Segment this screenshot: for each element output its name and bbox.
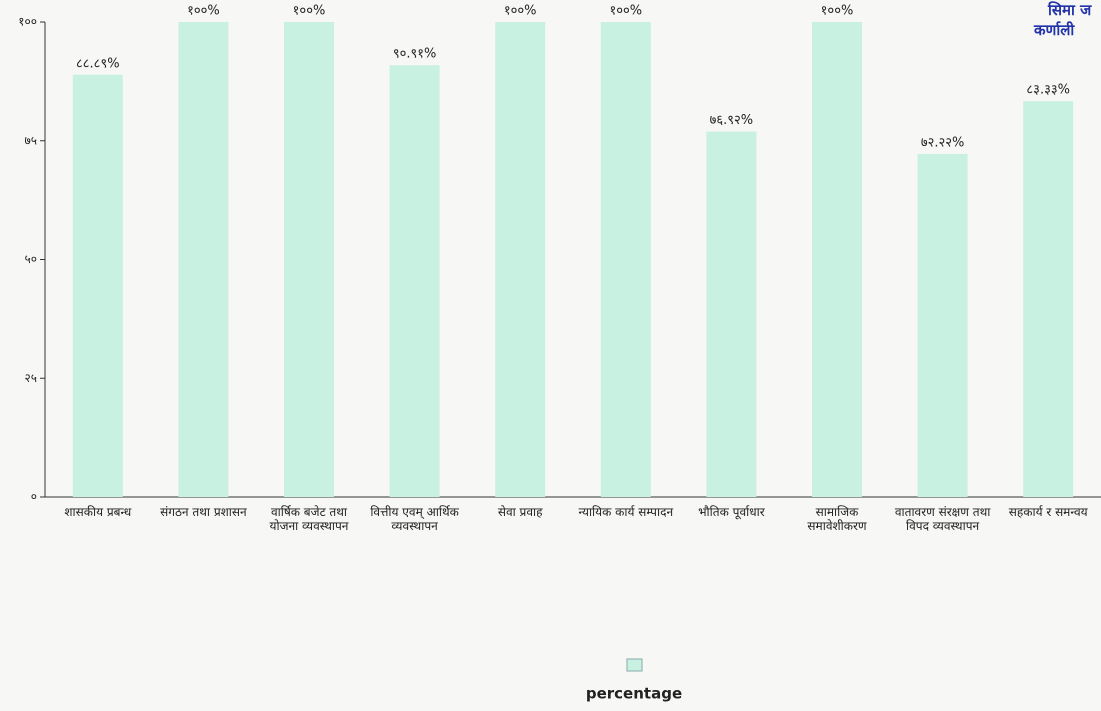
x-tick-label: न्यायिक कार्य सम्पादन	[578, 505, 674, 519]
bar	[812, 22, 862, 497]
data-label: १००%	[609, 4, 642, 19]
bar	[178, 22, 229, 497]
x-tick-label: वार्षिक बजेट तथा योजना व्यवस्थापन	[269, 505, 349, 533]
y-tick-label: १००	[18, 15, 37, 29]
x-tick-label: सहकार्य र समन्वय	[1008, 505, 1088, 519]
data-label: ८३.३३%	[1026, 83, 1070, 98]
y-tick-label: २५	[25, 371, 37, 385]
bar	[917, 153, 968, 497]
legend-label: percentage	[586, 685, 682, 703]
data-label: ७६.९२%	[710, 113, 754, 128]
data-label: १००%	[504, 4, 537, 19]
bar	[72, 74, 123, 498]
bar	[284, 22, 334, 497]
annotation: कर्णाली	[1034, 21, 1075, 39]
x-tick-label: वातावरण संरक्षण तथा विपद व्यवस्थापन	[894, 505, 991, 533]
data-label: १००%	[293, 4, 326, 19]
legend-swatch	[626, 658, 643, 672]
bar	[495, 22, 546, 497]
bar	[1023, 101, 1074, 498]
y-tick-label: ०	[31, 490, 37, 504]
bar	[706, 131, 757, 497]
y-tick-label: ५०	[25, 252, 37, 266]
data-label: १००%	[187, 4, 220, 19]
bar	[389, 65, 440, 498]
x-tick-label: वित्तीय एवम् आर्थिक व्यवस्थापन	[370, 505, 459, 533]
x-tick-label: संगठन तथा प्रशासन	[160, 505, 247, 519]
x-tick-label: शासकीय प्रबन्ध	[64, 505, 132, 519]
bar	[600, 22, 651, 497]
x-tick-label: सामाजिक समावेशीकरण	[807, 505, 867, 533]
data-label: १००%	[821, 4, 854, 19]
y-tick-label: ७५	[25, 133, 37, 147]
annotation: सिमा ज	[1048, 1, 1092, 19]
data-label: ८८.८९%	[76, 56, 120, 71]
data-label: ७२.२२%	[921, 135, 965, 150]
x-tick-label: भौतिक पूर्वाधार	[698, 505, 765, 519]
data-label: ९०.९१%	[393, 47, 437, 62]
x-tick-label: सेवा प्रवाह	[497, 505, 543, 519]
